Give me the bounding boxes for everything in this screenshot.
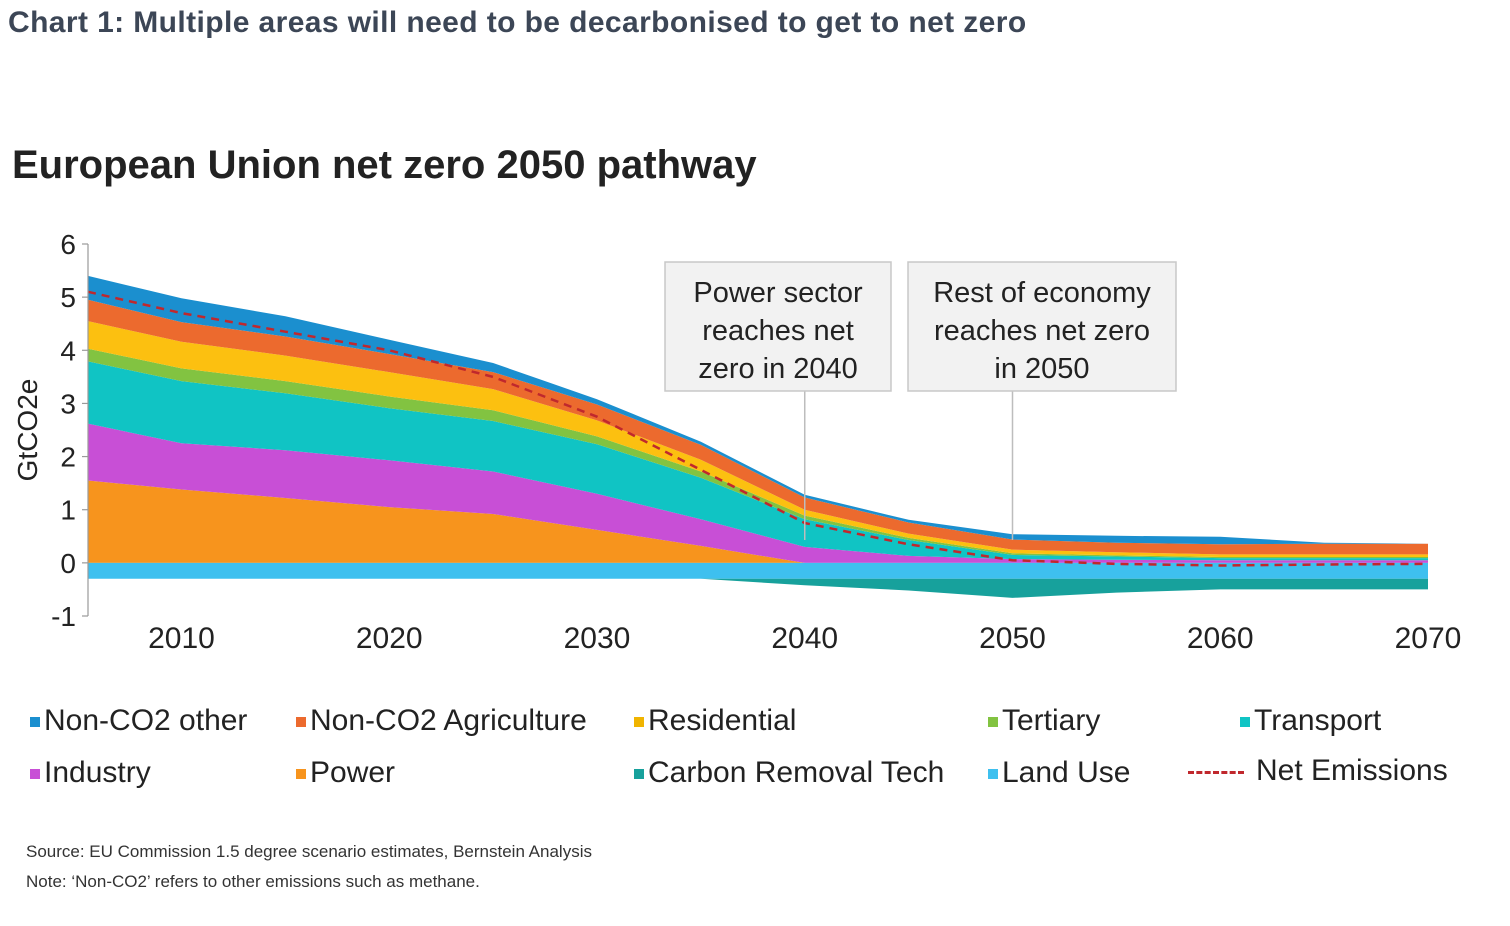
area-non-co2-agriculture — [88, 299, 1428, 555]
annotations: Power sector reaches net zero in 2040 Rest … — [664, 261, 1177, 540]
legend-item-power: Power — [296, 756, 395, 790]
legend-swatch — [296, 769, 306, 780]
y-tick-label: 6 — [60, 229, 76, 260]
x-tick-label: 2030 — [564, 622, 631, 655]
y-tick-label: 1 — [60, 495, 76, 526]
legend-label: Net Emissions — [1256, 754, 1448, 787]
legend-swatch — [634, 717, 644, 728]
area-industry — [88, 423, 1428, 563]
annotation-text: reaches net — [702, 315, 854, 347]
annotation-text: Rest of economy — [933, 277, 1151, 309]
y-tick-label: 0 — [60, 548, 76, 579]
x-tick-label: 2050 — [979, 622, 1046, 655]
legend-item-non-co2-other: Non-CO2 other — [30, 704, 247, 738]
annotation-text: Power sector — [693, 277, 863, 309]
annotation-box — [907, 261, 1177, 392]
y-tick-label: 2 — [60, 442, 76, 473]
legend-label: Non-CO2 other — [44, 704, 248, 737]
y-axis-label: GtCO2e — [12, 379, 43, 482]
legend-swatch — [30, 769, 40, 780]
area-tertiary — [88, 348, 1428, 559]
x-tick-label: 2010 — [148, 622, 215, 655]
legend-label: Industry — [44, 756, 151, 789]
legend-label: Carbon Removal Tech — [648, 756, 945, 789]
area-power — [88, 480, 1428, 563]
area-land-use — [88, 562, 1428, 579]
annotation-1: Power sector reaches net zero in 2040 — [664, 261, 892, 540]
legend-item-net-emissions: Net Emissions — [1188, 754, 1448, 788]
y-tick-label: 4 — [60, 335, 76, 366]
x-tick-label: 2070 — [1395, 622, 1462, 655]
legend-dash — [1188, 770, 1244, 774]
legend-swatch — [988, 769, 998, 780]
annotation-text: zero in 2040 — [698, 353, 858, 385]
legend-item-non-co2-agriculture: Non-CO2 Agriculture — [296, 704, 587, 738]
legend-label: Tertiary — [1002, 704, 1101, 737]
y-tick-label: 3 — [60, 388, 76, 419]
area-series-group — [87, 275, 1429, 598]
legend-item-transport: Transport — [1240, 704, 1381, 738]
axes: 6 5 4 3 2 1 0 -1 2010 2020 2030 2040 2050 2060 2070 — [51, 229, 1461, 655]
annotation-2: Rest of economy reaches net zero in 2050 — [907, 261, 1177, 540]
legend-label: Land Use — [1002, 756, 1131, 789]
area-transport — [88, 361, 1428, 561]
legend-item-industry: Industry — [30, 756, 151, 790]
y-tick-label: -1 — [51, 601, 76, 632]
legend-label: Residential — [648, 704, 797, 737]
x-tick-label: 2040 — [771, 622, 838, 655]
legend-swatch — [30, 717, 40, 728]
net-emissions-line — [87, 290, 1429, 567]
legend-label: Non-CO2 Agriculture — [310, 704, 587, 737]
legend-label: Transport — [1254, 704, 1382, 737]
legend-item-tertiary: Tertiary — [988, 704, 1100, 738]
legend-swatch — [634, 769, 644, 780]
legend-label: Power — [310, 756, 396, 789]
legend-swatch — [1240, 717, 1250, 728]
annotation-text: in 2050 — [994, 353, 1089, 385]
area-residential — [88, 321, 1428, 557]
annotation-text: reaches net zero — [934, 315, 1150, 347]
y-tick-label: 5 — [60, 282, 76, 313]
legend-item-carbon-removal-tech: Carbon Removal Tech — [634, 756, 944, 790]
legend-item-land-use: Land Use — [988, 756, 1130, 790]
area-carbon-removal-tech — [88, 578, 1428, 598]
legend-swatch — [988, 717, 998, 728]
legend-item-residential: Residential — [634, 704, 796, 738]
chart-title: European Union net zero 2050 pathway — [12, 143, 757, 187]
page-title: Chart 1: Multiple areas will need to be … — [8, 6, 1027, 39]
source-note: Source: EU Commission 1.5 degree scenari… — [26, 842, 592, 861]
x-tick-label: 2060 — [1187, 622, 1254, 655]
x-tick-label: 2020 — [356, 622, 423, 655]
legend-swatch — [296, 717, 306, 728]
annotation-box — [664, 261, 892, 392]
footnote: Note: ‘Non-CO2’ refers to other emission… — [26, 872, 480, 891]
